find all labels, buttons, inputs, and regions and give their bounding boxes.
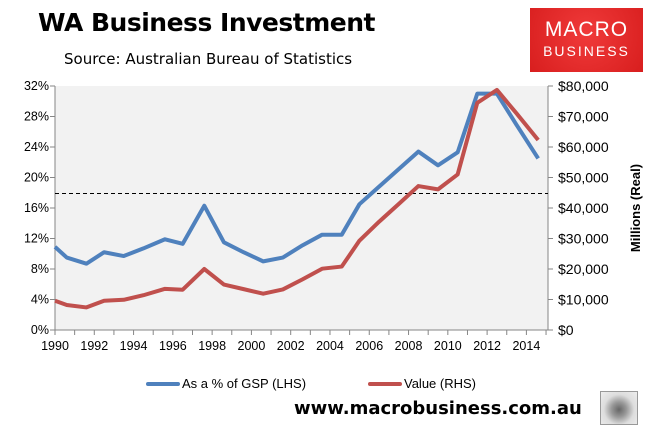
x-tick-label: 2010 (434, 339, 462, 353)
y-right-tick-label: $50,000 (558, 170, 609, 186)
x-tick-label: 2008 (395, 339, 423, 353)
chart-source: Source: Australian Bureau of Statistics (64, 50, 353, 68)
y-right-tick-label: $60,000 (558, 139, 609, 155)
y-left-tick-label: 12% (24, 232, 49, 246)
plot-area (55, 86, 548, 330)
x-tick-label: 2004 (316, 339, 344, 353)
legend-label-value: Value (RHS) (404, 376, 477, 391)
wolf-logo-icon (600, 391, 638, 425)
y-right-tick-label: $20,000 (558, 261, 609, 277)
y-left-tick-label: 20% (24, 171, 49, 185)
x-tick-label: 1990 (41, 339, 69, 353)
x-tick-label: 2012 (473, 339, 501, 353)
y-left-tick-label: 16% (24, 201, 49, 215)
logo-line2: BUSINESS (543, 43, 630, 59)
y-left-tick-label: 0% (31, 323, 49, 337)
y-right-tick-label: $0 (558, 322, 574, 338)
macrobusiness-logo: MACRO BUSINESS (530, 8, 643, 72)
y-right-tick-label: $40,000 (558, 200, 609, 216)
x-tick-label: 1996 (159, 339, 187, 353)
series-line-value (54, 87, 540, 310)
x-tick-label: 2002 (277, 339, 305, 353)
y-right-tick-label: $80,000 (558, 78, 609, 94)
legend-swatch-blue (146, 381, 180, 386)
logo-line1: MACRO (544, 18, 629, 41)
y-right-tick-label: $70,000 (558, 109, 609, 125)
legend-item-value: Value (RHS) (368, 376, 476, 391)
x-tick-label: 2006 (355, 339, 383, 353)
x-tick-label: 1998 (198, 339, 226, 353)
y-left-tick-label: 4% (31, 293, 49, 307)
legend-label-gsp: As a % of GSP (LHS) (182, 376, 307, 391)
series-line-gsp-share (53, 91, 540, 266)
x-tick-label: 1994 (120, 339, 148, 353)
website-url: www.macrobusiness.com.au (294, 398, 582, 419)
y-left-tick-label: 32% (24, 79, 49, 93)
y-right-tick-label: $30,000 (558, 231, 609, 247)
legend-swatch-red (368, 381, 402, 386)
y-right-tick-label: $10,000 (558, 292, 609, 308)
chart-title: WA Business Investment (38, 8, 375, 37)
y-left-tick-label: 24% (24, 140, 49, 154)
y-left-tick-label: 8% (31, 262, 49, 276)
legend-item-gsp: As a % of GSP (LHS) (146, 376, 306, 391)
y-right-axis-label: Millions (Real) (628, 164, 643, 252)
x-tick-label: 2014 (512, 339, 540, 353)
x-tick-label: 1992 (80, 339, 108, 353)
y-left-tick-label: 28% (24, 110, 49, 124)
x-tick-label: 2000 (238, 339, 266, 353)
